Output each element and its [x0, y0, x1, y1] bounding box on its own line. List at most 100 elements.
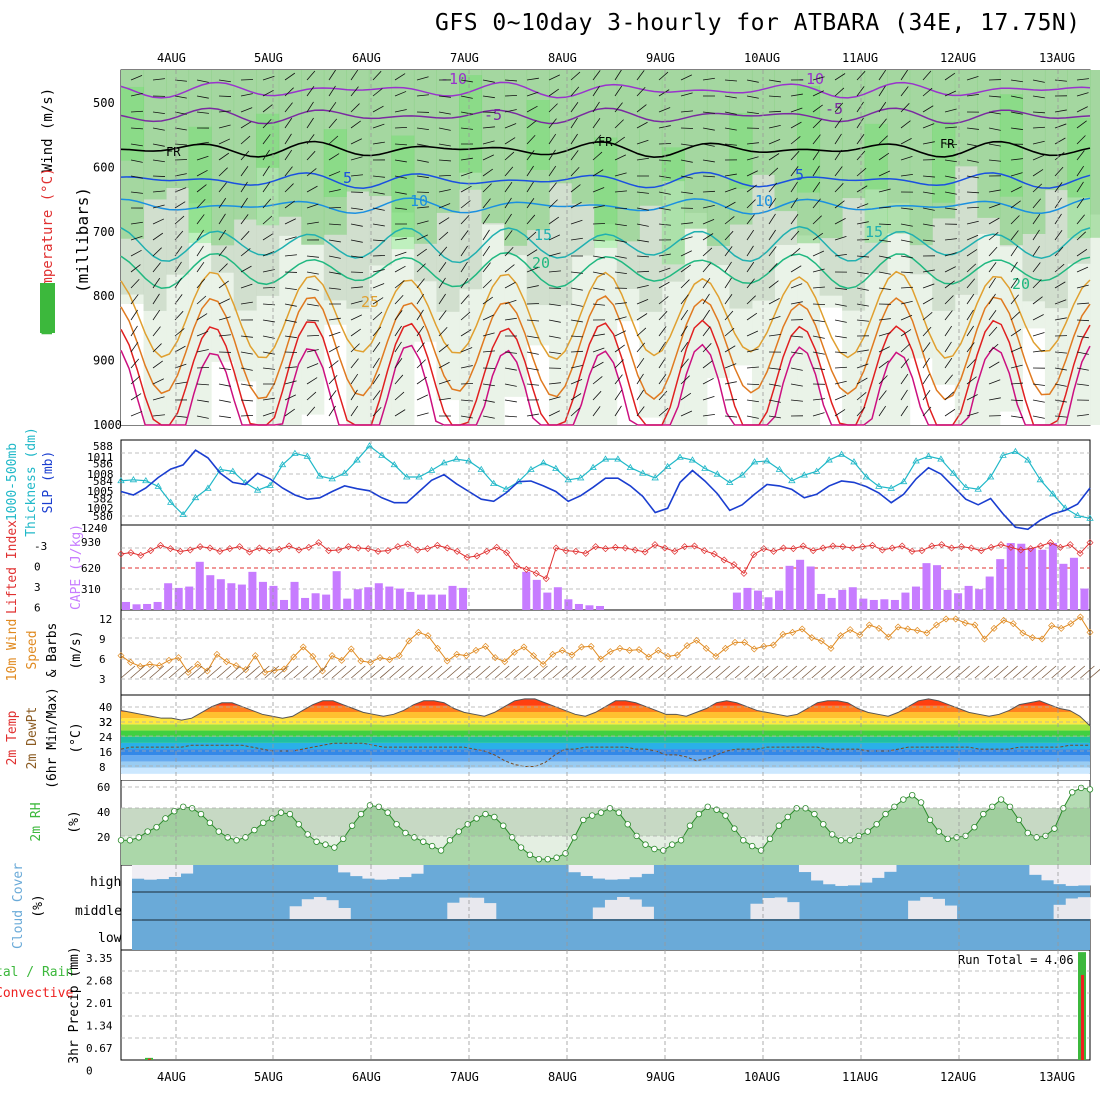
wind-barb: [570, 166, 580, 177]
wind-barb: [240, 135, 251, 145]
wind-barb: [438, 111, 451, 115]
wind-barb: [438, 397, 451, 401]
rh-point: [909, 791, 916, 799]
wind-barb: [130, 294, 139, 305]
temp-tick: 40: [99, 701, 112, 714]
wind-barb: [306, 134, 315, 145]
cape-bar: [290, 581, 299, 610]
cloud-high: [811, 865, 824, 881]
cloud-middle: [786, 902, 800, 919]
wind-barb: [658, 296, 669, 305]
wind-barb: [746, 156, 759, 161]
rh-point: [642, 841, 649, 848]
wind-barb: [592, 255, 605, 259]
wind-barb: [152, 262, 161, 273]
rh-point: [900, 796, 907, 803]
wind-barb: [526, 165, 534, 177]
rh-shade: [932, 121, 956, 203]
wind-barb: [372, 223, 385, 227]
wind-barb: [834, 287, 847, 290]
wind-barb: [372, 297, 384, 305]
wind-barb: [746, 312, 758, 321]
wind-barb: [768, 110, 782, 113]
wind-barb: [482, 198, 491, 209]
wind-barb: [1032, 154, 1045, 161]
wind-speed-point: [712, 652, 720, 660]
wind-barb: [768, 229, 776, 241]
wind-barb: [350, 207, 363, 211]
wind-speed-point: [923, 629, 931, 637]
wind-barb: [944, 252, 957, 257]
wind-barb: [504, 415, 517, 418]
wind-barb: [341, 665, 356, 679]
cape-bar: [996, 559, 1005, 610]
wind-barb: [1070, 665, 1086, 679]
wind-barb: [834, 303, 847, 307]
wind-barb: [152, 190, 165, 193]
wind-barb: [614, 302, 627, 305]
wind-barb: [1010, 158, 1023, 161]
wind-barb: [350, 174, 363, 177]
wind-barb: [900, 255, 913, 259]
rh-point: [553, 854, 560, 861]
wind-barb: [944, 159, 957, 163]
wind-barb: [130, 127, 143, 130]
wind-barb: [174, 201, 186, 209]
lifted-index-point: [176, 547, 184, 555]
wind-barb: [438, 189, 451, 193]
rh-point: [180, 803, 187, 811]
wind-barb: [284, 183, 294, 193]
temp-band: [121, 755, 1090, 762]
cloud-high: [580, 865, 594, 876]
wind-barb: [196, 245, 204, 257]
cape-bar: [1080, 588, 1089, 610]
wind-barb: [523, 665, 539, 679]
cape-bar: [869, 599, 878, 610]
wind-barb: [638, 665, 654, 679]
wind-barb: [1076, 197, 1085, 209]
rh-point: [348, 822, 356, 829]
cloud-middle: [289, 906, 303, 919]
wind-barb: [552, 665, 567, 679]
wind-barb: [159, 665, 174, 679]
wind-barb: [460, 185, 472, 193]
wind-axis-label: Wind (m/s): [40, 88, 56, 172]
wind-barb: [416, 412, 429, 417]
wind-barb: [922, 191, 935, 195]
thickness-point: [253, 486, 262, 493]
wind-barb: [394, 265, 406, 273]
thickness-point: [713, 470, 722, 477]
wind-barb: [856, 271, 869, 275]
slp-line: [120, 449, 1091, 531]
lifted-index-point: [918, 547, 926, 555]
wind-barb: [284, 87, 294, 97]
rh-point: [482, 810, 489, 818]
wind-barb: [790, 351, 803, 355]
wind-speed-point: [347, 645, 355, 653]
cape-bar: [911, 586, 920, 610]
wind-barb: [240, 93, 253, 97]
wind-speed-point: [328, 652, 336, 660]
pressure-axis-label: (millibars): [73, 187, 92, 293]
wind-barb: [869, 665, 884, 679]
wind-speed-point: [913, 626, 921, 634]
wind-barb: [152, 111, 165, 115]
cape-bar: [796, 559, 805, 610]
wind-speed-point: [558, 646, 566, 654]
temp-tick: 32: [99, 716, 112, 729]
wind-barb: [658, 207, 671, 211]
wind-barb: [1032, 111, 1046, 114]
wind-barb: [1010, 277, 1019, 289]
cape-bar: [1069, 557, 1078, 610]
wind-barb: [284, 254, 297, 257]
wind-barb: [482, 367, 496, 369]
wind-barb: [130, 341, 139, 353]
wind-barb: [856, 86, 865, 97]
wind-barb: [240, 214, 249, 225]
wind-barb: [856, 319, 869, 322]
wind-barb: [944, 207, 957, 210]
wind-barb: [658, 159, 671, 162]
wind-barb: [416, 394, 429, 401]
cape-bar: [248, 571, 257, 610]
